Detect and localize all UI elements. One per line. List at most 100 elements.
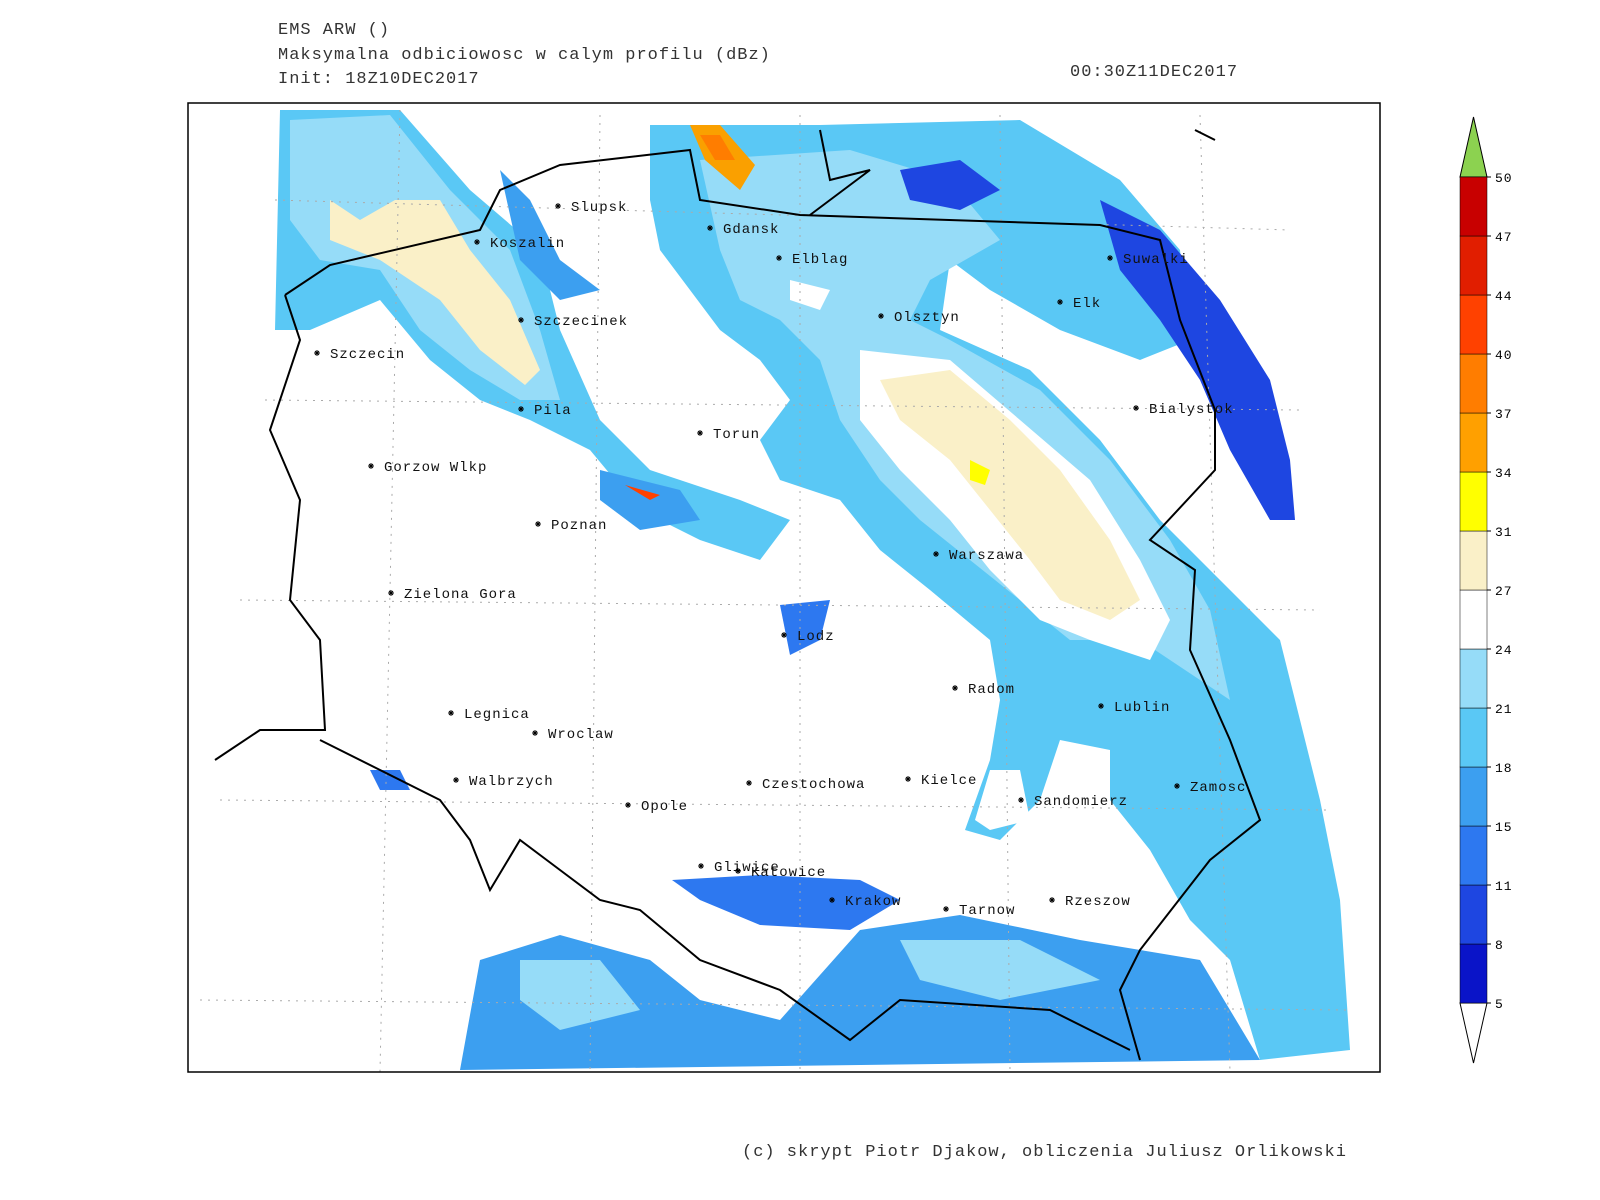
city-marker xyxy=(518,317,524,323)
city-label: Gdansk xyxy=(723,222,779,238)
city-marker xyxy=(1098,703,1104,709)
colorbar-label: 18 xyxy=(1495,761,1513,776)
city-marker xyxy=(1174,783,1180,789)
city-marker xyxy=(388,590,394,596)
city-marker xyxy=(735,868,741,874)
city-label: Zielona Gora xyxy=(404,587,517,603)
colorbar-box xyxy=(1459,648,1488,709)
colorbar-box xyxy=(1459,707,1488,768)
city-label: Szczecin xyxy=(330,347,405,363)
city-label: Poznan xyxy=(551,518,607,534)
city-marker xyxy=(448,710,454,716)
city-label: Legnica xyxy=(464,707,530,723)
city-marker xyxy=(314,350,320,356)
colorbar-label: 31 xyxy=(1495,525,1513,540)
colorbar-box xyxy=(1459,412,1488,473)
colorbar-box xyxy=(1459,176,1488,237)
borders xyxy=(214,129,1262,1061)
city-marker xyxy=(943,906,949,912)
city-label: Bialystok xyxy=(1149,402,1234,418)
colorbar-label: 50 xyxy=(1495,171,1513,186)
city-label: Wroclaw xyxy=(548,727,614,743)
city-marker xyxy=(746,780,752,786)
city-marker xyxy=(781,632,787,638)
city-label: Rzeszow xyxy=(1065,894,1131,910)
colorbar-box xyxy=(1459,943,1488,1004)
subtitle: Maksymalna odbiciowosc w calym profilu (… xyxy=(278,46,771,65)
city-label: Pila xyxy=(534,403,572,419)
city-marker xyxy=(707,225,713,231)
city-label: Kielce xyxy=(921,773,977,789)
city-marker xyxy=(1057,299,1063,305)
city-marker xyxy=(1049,897,1055,903)
city-marker xyxy=(535,521,541,527)
cities: Slupsk Koszalin Gdansk Elblag Suwalki Elk Olsz… xyxy=(314,200,1246,919)
colorbar: 5 8 11 15 18 21 24 27 31 34 37 40 44 47 50 xyxy=(1459,116,1513,1064)
colorbar-label: 11 xyxy=(1495,879,1513,894)
city-label: Gorzow Wlkp xyxy=(384,460,487,476)
city-marker xyxy=(829,897,835,903)
colorbar-label: 21 xyxy=(1495,702,1513,717)
init: Init: 18Z10DEC2017 xyxy=(278,70,480,89)
colorbar-box xyxy=(1459,589,1488,650)
city-label: Sandomierz xyxy=(1034,794,1128,810)
colorbar-box xyxy=(1459,235,1488,296)
colorbar-label: 37 xyxy=(1495,407,1513,422)
city-marker xyxy=(933,551,939,557)
colorbar-label: 40 xyxy=(1495,348,1513,363)
city-marker xyxy=(697,430,703,436)
colorbar-above xyxy=(1459,116,1488,178)
city-label: Zamosc xyxy=(1190,780,1246,796)
city-label: Slupsk xyxy=(571,200,627,216)
city-marker xyxy=(1018,797,1024,803)
city-label: Elk xyxy=(1073,296,1101,312)
city-label: Tarnow xyxy=(959,903,1015,919)
map: Slupsk Koszalin Gdansk Elblag Suwalki Elk Olsz… xyxy=(187,102,1381,1073)
colorbar-box xyxy=(1459,884,1488,945)
city-marker xyxy=(698,863,704,869)
city-marker xyxy=(952,685,958,691)
city-label: Warszawa xyxy=(949,548,1024,564)
map-frame xyxy=(187,102,1381,1073)
reflectivity xyxy=(275,110,1350,1070)
colorbar-box xyxy=(1459,294,1488,355)
city-label: Suwalki xyxy=(1123,252,1189,268)
colorbar-label: 27 xyxy=(1495,584,1513,599)
colorbar-label: 8 xyxy=(1495,938,1504,953)
city-marker xyxy=(776,255,782,261)
colorbar-label: 47 xyxy=(1495,230,1513,245)
city-label: Torun xyxy=(713,427,760,443)
city-marker xyxy=(1107,255,1113,261)
city-label: Olsztyn xyxy=(894,310,960,326)
city-label: Gliwice xyxy=(714,860,780,876)
city-label: Katowice xyxy=(751,865,826,881)
city-label: Czestochowa xyxy=(762,777,865,793)
colorbar-label: 34 xyxy=(1495,466,1513,481)
colorbar-box xyxy=(1459,471,1488,532)
city-marker xyxy=(625,802,631,808)
colorbar-label: 24 xyxy=(1495,643,1513,658)
city-marker xyxy=(1133,405,1139,411)
colorbar-label: 5 xyxy=(1495,997,1504,1012)
colorbar-box xyxy=(1459,530,1488,591)
city-label: Lodz xyxy=(797,629,835,645)
valid-time: 00:30Z11DEC2017 xyxy=(1070,63,1238,82)
colorbar-box xyxy=(1459,825,1488,886)
city-marker xyxy=(453,777,459,783)
city-marker xyxy=(555,203,561,209)
city-label: Opole xyxy=(641,799,688,815)
city-label: Radom xyxy=(968,682,1015,698)
city-marker xyxy=(878,313,884,319)
city-marker xyxy=(368,463,374,469)
title: EMS ARW () xyxy=(278,21,390,40)
city-label: Elblag xyxy=(792,252,848,268)
city-label: Walbrzych xyxy=(469,774,554,790)
city-marker xyxy=(532,730,538,736)
credit: (c) skrypt Piotr Djakow, obliczenia Juli… xyxy=(742,1143,1347,1162)
colorbar-box xyxy=(1459,766,1488,827)
city-label: Krakow xyxy=(845,894,901,910)
city-marker xyxy=(518,406,524,412)
city-label: Szczecinek xyxy=(534,314,628,330)
colorbar-box xyxy=(1459,353,1488,414)
